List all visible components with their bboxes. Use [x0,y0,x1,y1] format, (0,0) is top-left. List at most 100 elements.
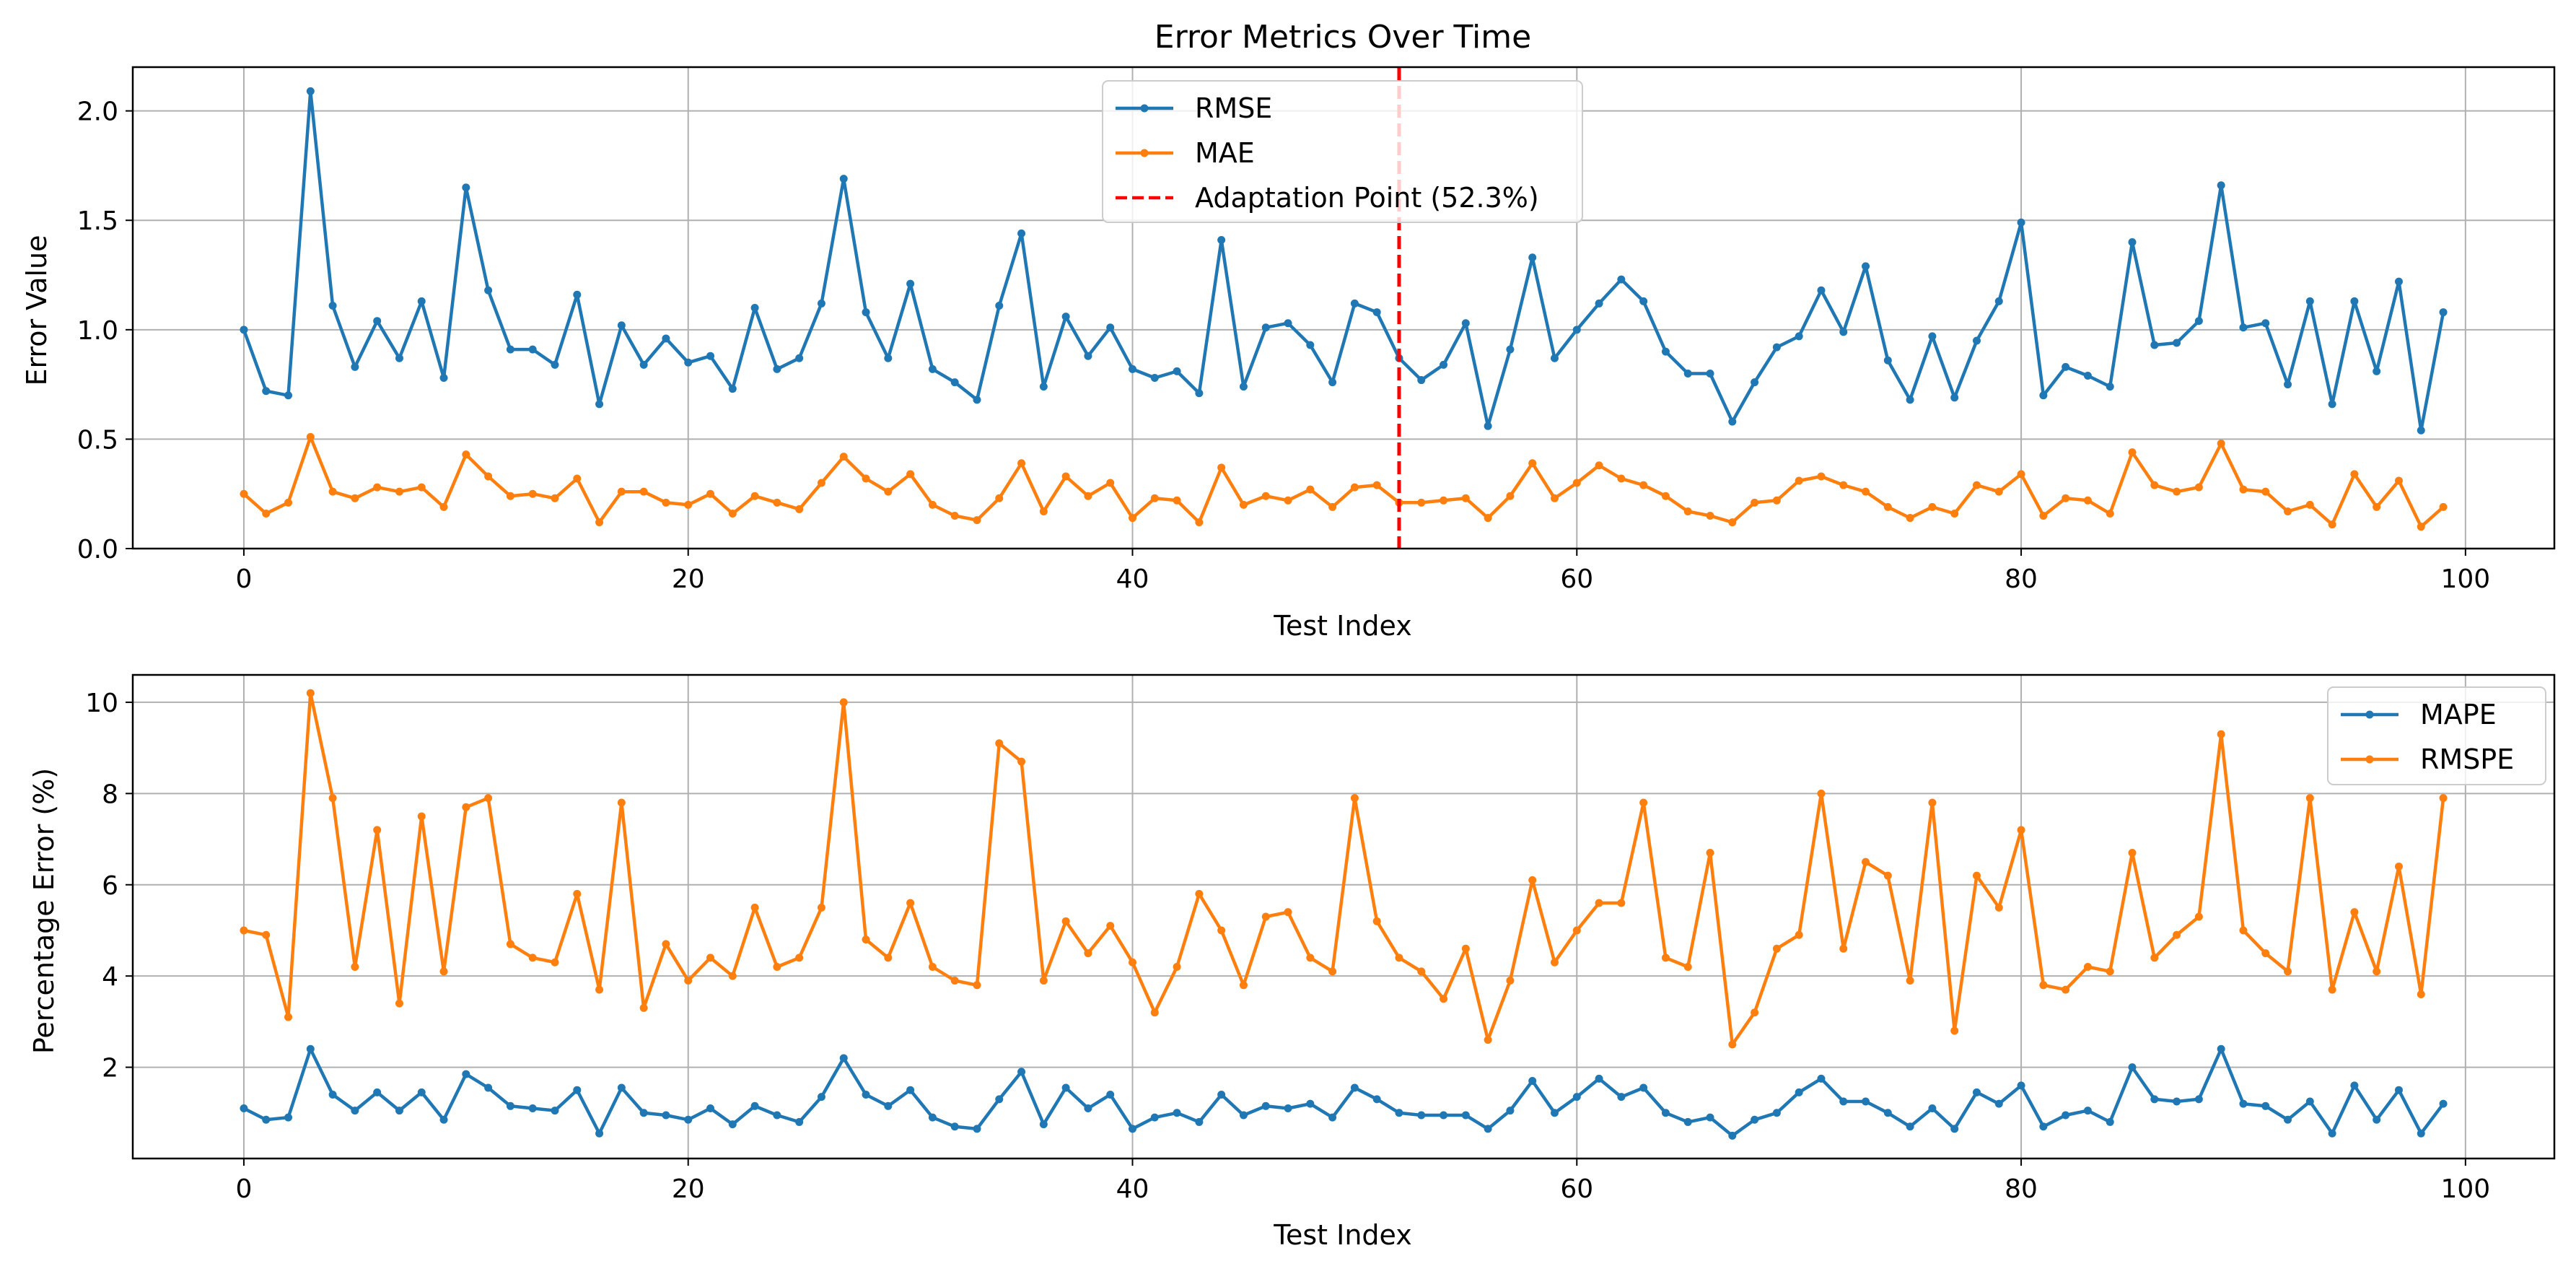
x-tick-label: 0 [235,1174,252,1204]
data-point-rmse [328,301,337,310]
data-point-mape [240,1104,248,1112]
data-point-rmspe [1350,794,1359,803]
data-point-rmspe [2217,730,2225,738]
data-point-mape [617,1083,626,1092]
data-point-rmse [1195,389,1204,398]
data-point-mape [2373,1115,2381,1124]
data-point-mae [773,498,781,507]
data-point-mae [706,489,715,498]
data-point-mape [1484,1125,1492,1133]
data-point-rmse [884,354,893,362]
data-point-rmse [484,286,493,294]
data-point-rmspe [1595,899,1603,907]
data-point-rmspe [2261,949,2270,958]
data-point-mae [1972,481,1981,489]
data-point-rmspe [973,981,981,990]
data-point-mape [506,1101,514,1110]
data-point-mape [306,1044,315,1053]
data-point-mae [1795,476,1803,485]
data-point-mape [2062,1111,2070,1120]
data-point-rmspe [706,954,715,962]
data-point-rmse [750,304,759,312]
data-point-rmspe [1706,849,1714,858]
data-point-mape [706,1104,715,1112]
data-point-mape [728,1120,737,1129]
data-point-mape [1217,1091,1226,1099]
legend-label: MAE [1195,137,1255,169]
data-point-mae [284,498,293,507]
data-point-mape [1284,1104,1292,1112]
data-point-mape [2328,1129,2336,1138]
data-point-mae [2394,476,2403,485]
data-point-mae [328,487,337,496]
data-point-rmspe [284,1013,293,1021]
data-point-rmspe [617,798,626,807]
data-point-rmspe [884,954,893,962]
data-point-rmse [2305,297,2314,305]
data-point-mae [1195,518,1204,527]
data-point-rmspe [1217,926,1226,935]
data-point-rmspe [2128,849,2137,858]
data-point-rmspe [1173,963,1181,972]
data-point-mae [2373,502,2381,511]
data-point-mae [2062,494,2070,502]
data-point-rmspe [1039,976,1048,985]
data-point-mape [351,1107,359,1115]
data-point-rmse [1839,328,1848,336]
data-point-rmse [1129,365,1137,373]
data-point-mae [262,509,271,518]
data-point-rmspe [773,963,781,972]
data-point-rmspe [662,940,670,948]
data-point-mae [1906,514,1914,523]
data-point-rmspe [1839,944,1848,953]
plot-frame [131,66,2556,550]
data-point-rmse [1751,378,1759,387]
data-point-mape [2439,1099,2448,1108]
data-point-mape [1395,1109,1403,1117]
data-point-mae [595,518,604,527]
data-point-mae [1883,502,1892,511]
data-point-mape [1595,1074,1603,1083]
data-point-mape [1328,1113,1337,1122]
data-point-rmse [1217,236,1226,245]
data-point-mape [262,1115,271,1124]
data-point-mae [1417,498,1426,507]
data-point-mae [617,487,626,496]
data-point-rmspe [906,899,915,907]
data-point-rmse [1261,323,1270,332]
data-point-rmse [706,352,715,360]
data-point-mae [462,450,470,459]
data-point-rmse [373,317,382,326]
data-point-rmse [1617,275,1626,284]
data-point-mape [2394,1086,2403,1094]
data-point-mae [484,472,493,481]
y-tick-label: 1.0 [77,316,118,346]
x-axis-label: Test Index [1273,610,1412,642]
data-point-rmse [1572,326,1581,334]
data-point-rmse [2284,380,2292,389]
data-point-rmse [1173,367,1181,375]
legend-marker [2365,755,2374,764]
data-point-mae [1550,494,1559,502]
data-point-mae [1572,479,1581,487]
data-point-rmspe [306,689,315,697]
data-point-rmse [928,365,937,373]
data-point-rmspe [684,976,693,985]
x-tick-label: 20 [672,564,705,594]
data-point-rmse [284,391,293,400]
data-point-rmspe [1661,954,1670,962]
data-point-mape [1817,1074,1826,1083]
data-point-mape [1728,1131,1737,1140]
data-point-mae [1661,492,1670,500]
data-point-rmspe [1683,963,1692,972]
data-point-rmse [1461,319,1470,328]
data-point-mae [728,509,737,518]
data-point-mape [328,1091,337,1099]
data-point-rmspe [2305,794,2314,803]
data-point-rmspe [2083,963,2092,972]
data-point-rmspe [484,794,493,803]
data-point-mape [1372,1095,1381,1104]
data-point-rmse [439,374,448,383]
data-point-mape [2106,1117,2114,1126]
data-point-mae [2305,500,2314,509]
